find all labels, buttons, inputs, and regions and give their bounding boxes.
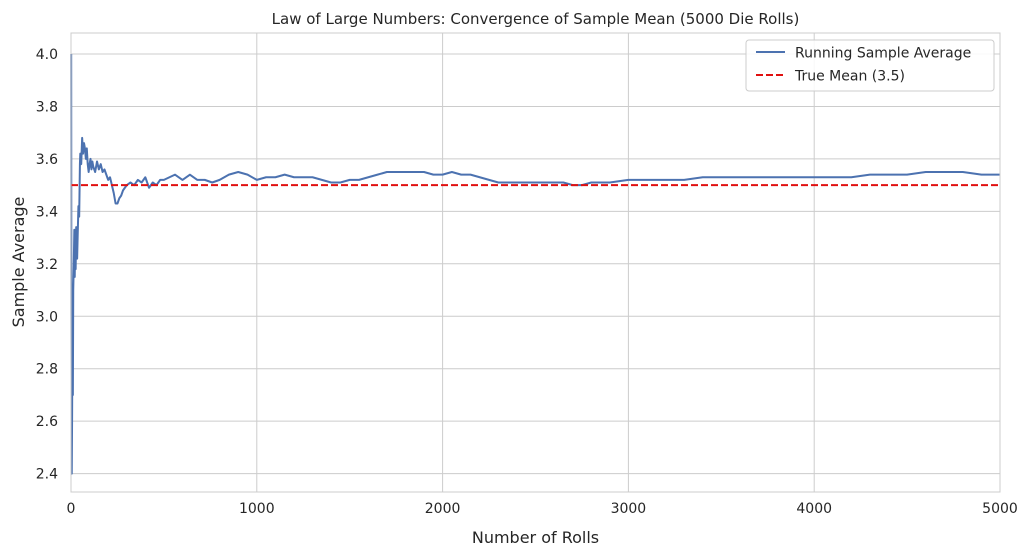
y-tick-label: 3.2 xyxy=(36,257,58,273)
y-tick-label: 2.8 xyxy=(36,362,58,378)
y-tick-label: 3.4 xyxy=(36,204,58,220)
legend-label-running-average: Running Sample Average xyxy=(795,46,971,62)
y-tick-label: 4.0 xyxy=(36,47,58,63)
x-tick-label: 3000 xyxy=(611,501,647,517)
legend-label-true-mean: True Mean (3.5) xyxy=(794,69,905,85)
running-average-line xyxy=(70,53,1000,475)
plot-frame xyxy=(70,32,1001,493)
x-tick-label: 5000 xyxy=(982,501,1018,517)
y-tick-label: 3.0 xyxy=(36,309,58,325)
grid xyxy=(70,33,1001,492)
tick-labels: 0 1000 2000 3000 4000 5000 2.4 2.6 2.8 3.0 3.2 3.4 3… xyxy=(36,47,1018,517)
x-axis-label: Number of Rolls xyxy=(472,528,599,547)
chart-title: Law of Large Numbers: Convergence of Sam… xyxy=(272,10,800,28)
y-tick-label: 3.6 xyxy=(36,152,58,168)
plot-area xyxy=(70,53,1000,475)
y-tick-label: 3.8 xyxy=(36,99,58,115)
x-tick-label: 2000 xyxy=(425,501,461,517)
y-tick-label: 2.6 xyxy=(36,414,58,430)
legend-box xyxy=(745,39,995,92)
y-tick-label: 2.4 xyxy=(36,467,58,483)
x-tick-label: 1000 xyxy=(239,501,275,517)
x-tick-label: 4000 xyxy=(796,501,832,517)
y-axis-label: Sample Average xyxy=(9,197,28,328)
x-tick-label: 0 xyxy=(67,501,76,517)
legend: Running Sample Average True Mean (3.5) xyxy=(745,39,995,92)
